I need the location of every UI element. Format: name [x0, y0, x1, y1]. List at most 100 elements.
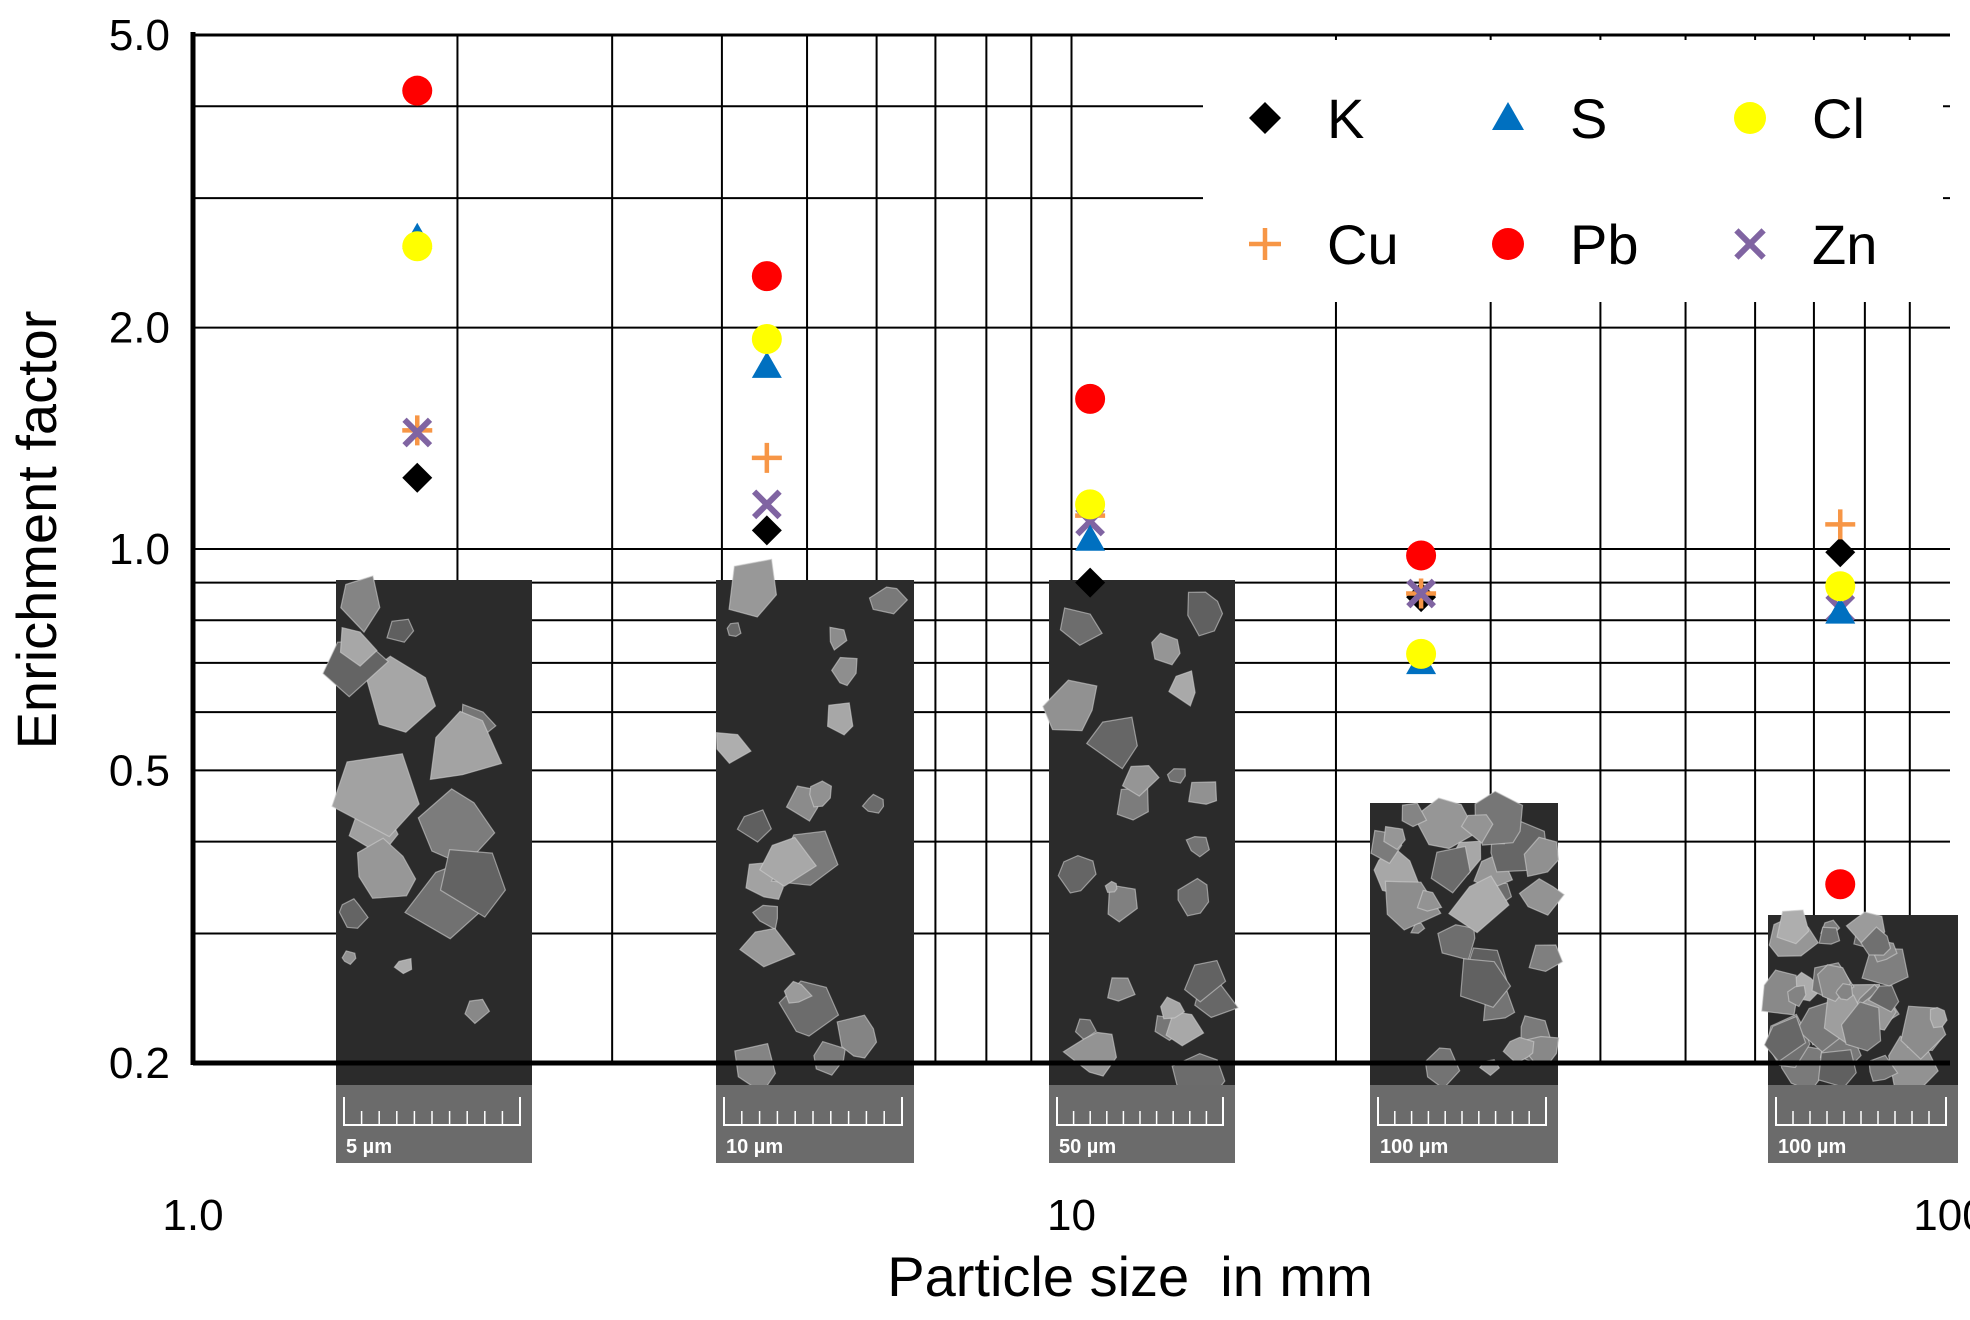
x-tick-label: 100 [1913, 1191, 1970, 1240]
data-point-cl [1075, 489, 1106, 520]
sem-particle [1460, 814, 1494, 845]
sem-particle [1929, 1006, 1948, 1029]
sem-particle [1528, 944, 1564, 973]
legend-item-zn: Zn [1734, 213, 1877, 276]
sem-particle [1523, 836, 1560, 878]
legend-label: Cu [1327, 213, 1399, 276]
scale-bar-label: 100 µm [1778, 1136, 1846, 1158]
data-point-cl [402, 231, 433, 262]
sem-particle [736, 809, 773, 843]
sem-particle [1860, 926, 1892, 956]
legend: K S Cl Cu Pb Zn [1203, 40, 1943, 302]
sem-particle [1116, 787, 1149, 821]
legend-background [1203, 40, 1943, 302]
sem-particle [1187, 591, 1224, 637]
y-tick-label: 1.0 [109, 525, 170, 574]
sem-particle [1183, 959, 1227, 1003]
sem-particle [1107, 884, 1138, 923]
sem-particle [1416, 889, 1443, 912]
sem-particle [1185, 835, 1210, 858]
sem-particle [1177, 877, 1210, 917]
sem-particle [1763, 1015, 1807, 1063]
sem-particle [1840, 1001, 1882, 1052]
sem-particle [830, 656, 858, 687]
sem-particle [1761, 969, 1798, 1016]
data-point-cl [1406, 638, 1437, 669]
sem-image: 10 µm [715, 558, 914, 1163]
sem-particle [393, 957, 413, 975]
sem-particle [1401, 802, 1428, 828]
sem-particle [338, 898, 369, 929]
legend-marker [1734, 228, 1766, 260]
sem-particle [739, 927, 796, 968]
sem-particle [1042, 679, 1098, 732]
data-point-pb [1406, 540, 1437, 571]
legend-item-s: S [1492, 87, 1607, 150]
data-point-k [1825, 537, 1856, 568]
sem-image-insets: 5 µm 10 µm 50 µm 100 µm 100 µm [322, 558, 1958, 1163]
sem-particle [1121, 764, 1160, 797]
sem-particle [1383, 825, 1406, 851]
data-points [402, 75, 1856, 900]
sem-particle [1776, 909, 1810, 945]
data-point-k [402, 462, 433, 493]
sem-image: 100 µm [1370, 790, 1566, 1163]
sem-particle [429, 710, 503, 781]
scale-bar-label: 50 µm [1059, 1136, 1116, 1158]
sem-particle [1502, 1036, 1535, 1065]
series-cu [402, 415, 1856, 609]
legend-marker [1492, 228, 1524, 260]
sem-particle [868, 586, 909, 615]
sem-particle [1835, 982, 1854, 1001]
sem-image: 50 µm [1042, 580, 1240, 1163]
data-point-pb [402, 75, 433, 106]
x-tick-label: 1.0 [162, 1191, 223, 1240]
data-point-s [751, 351, 782, 378]
legend-label: Pb [1570, 213, 1639, 276]
y-tick-label: 2.0 [109, 304, 170, 353]
sem-particle [836, 1014, 878, 1059]
sem-image: 5 µm [322, 575, 532, 1163]
sem-particle [331, 753, 420, 838]
data-point-pb [751, 261, 782, 292]
sem-particle [439, 849, 507, 918]
sem-particle [1160, 996, 1186, 1020]
legend-item-cu: Cu [1249, 213, 1399, 276]
sem-particle [1867, 984, 1900, 1013]
sem-particle [1410, 922, 1426, 934]
sem-particle [728, 558, 778, 618]
scale-bar-label: 5 µm [346, 1136, 392, 1158]
x-tick-label: 10 [1047, 1191, 1096, 1240]
data-point-k [751, 515, 782, 546]
sem-particle [1817, 1049, 1857, 1088]
legend-item-cl: Cl [1734, 87, 1865, 150]
sem-particle [826, 702, 854, 736]
data-point-cu [751, 442, 782, 473]
data-point-k [1075, 567, 1106, 598]
sem-particle [1151, 632, 1181, 666]
data-point-pb [1075, 383, 1106, 414]
sem-particle [340, 575, 381, 634]
legend-label: S [1570, 87, 1607, 150]
sem-scale-bar: 5 µm [336, 1085, 532, 1163]
sem-scale-bar: 50 µm [1049, 1085, 1235, 1163]
sem-scale-bar: 100 µm [1370, 1085, 1558, 1163]
legend-item-pb: Pb [1492, 213, 1639, 276]
sem-particle [715, 731, 752, 765]
y-tick-label: 0.5 [109, 746, 170, 795]
data-point-s [1075, 524, 1106, 551]
x-axis-title: Particle size in mm [887, 1245, 1372, 1308]
plot-frame [190, 32, 1950, 1066]
data-point-cl [751, 324, 782, 355]
legend-marker [1734, 102, 1766, 134]
sem-particle [1459, 958, 1512, 1009]
sem-particle [861, 793, 885, 814]
data-point-zn [402, 417, 433, 448]
legend-marker [1249, 102, 1281, 134]
sem-particle [829, 626, 848, 651]
data-point-cu [1825, 509, 1856, 540]
sem-particle [1861, 947, 1909, 987]
sem-scale-bar: 10 µm [716, 1085, 914, 1163]
sem-particle [464, 998, 491, 1025]
